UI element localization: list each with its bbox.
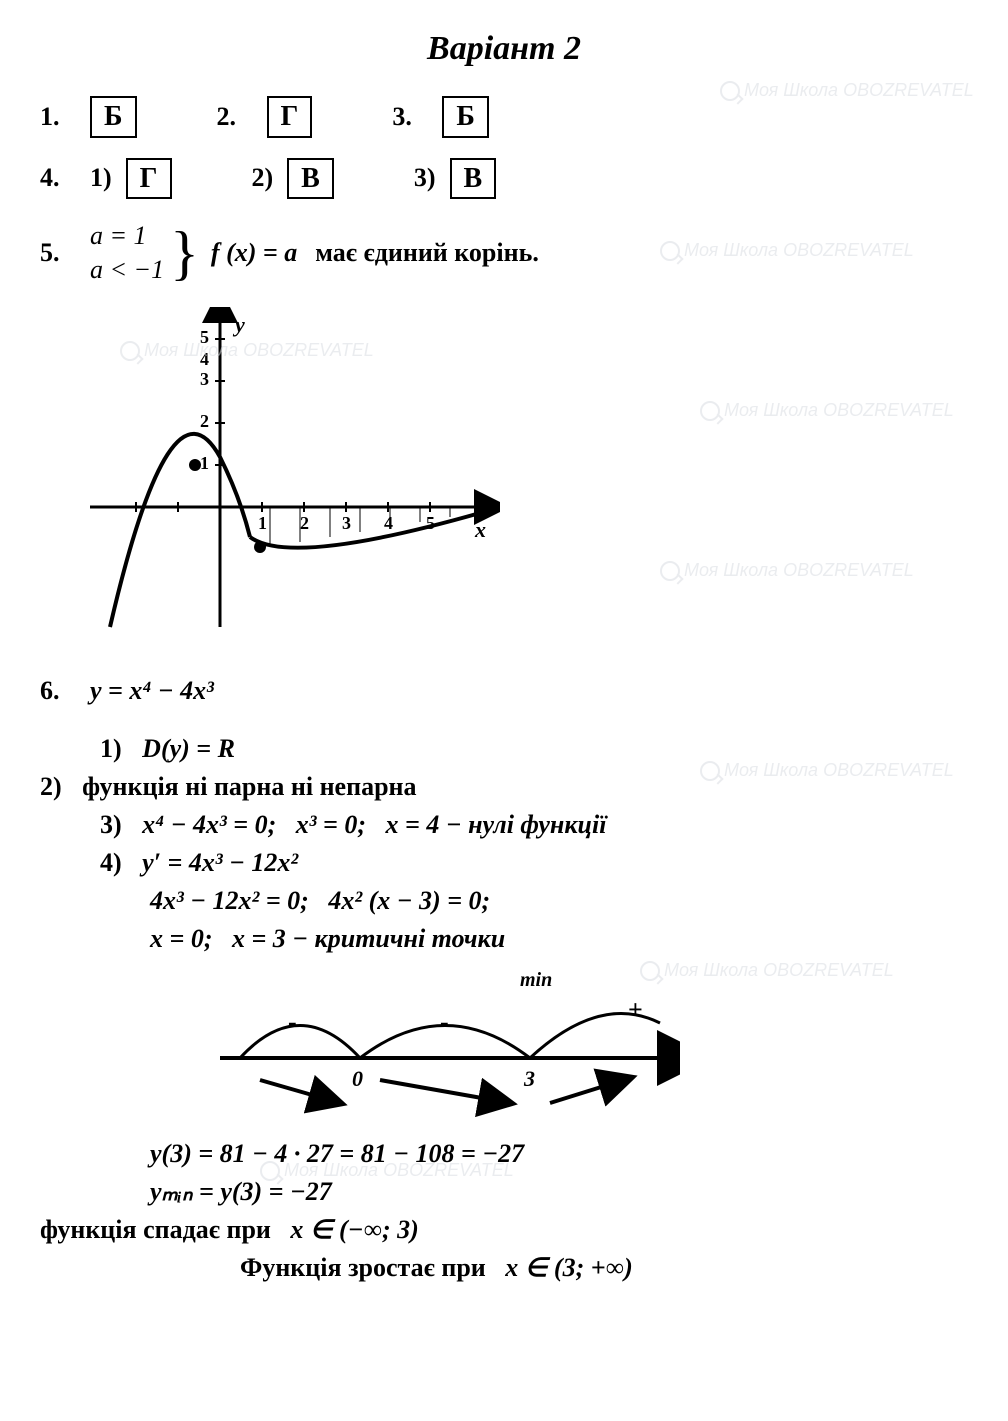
q6-dec-text: функція спадає при <box>40 1215 271 1244</box>
q6-block: 6. y = x⁴ − 4x³ 1) D(y) = R 2) функція н… <box>40 668 968 1283</box>
q4-s2: В <box>287 158 334 200</box>
svg-text:3: 3 <box>523 1066 535 1091</box>
q6-p3n: 3) <box>100 810 122 839</box>
q6-p2: функція ні парна ні непарна <box>82 772 416 801</box>
q5-tail: має єдиний корінь. <box>315 238 539 268</box>
svg-text:y: y <box>232 312 245 337</box>
q1-box: Б <box>90 96 137 138</box>
q6-num: 6. <box>40 676 70 706</box>
brace-icon: } <box>170 223 199 283</box>
svg-text:2: 2 <box>300 513 309 533</box>
q6-calc2: yₘᵢₙ = y(3) = −27 <box>150 1177 968 1207</box>
answers-row-1: 1. Б 2. Г 3. Б <box>40 96 968 138</box>
q5-cond1: a = 1 <box>90 219 164 253</box>
q6-p4c: 4x² (x − 3) = 0; <box>328 886 490 915</box>
q3-box: Б <box>442 96 489 138</box>
q4-num: 4. <box>40 163 70 193</box>
q4-s3n: 3) <box>414 163 436 193</box>
q6-p4d: x = 0; <box>150 924 212 953</box>
q6-p3b: x³ = 0; <box>296 810 366 839</box>
q6-p3c: x = 4 − нулі функції <box>386 810 607 839</box>
q6-p4n: 4) <box>100 848 122 877</box>
svg-text:-: - <box>440 1007 449 1036</box>
q6-calc1: y(3) = 81 − 4 · 27 = 81 − 108 = −27 <box>150 1139 968 1169</box>
q6-p4a: y′ = 4x³ − 12x² <box>142 848 298 877</box>
answers-row-4: 4. 1) Г 2) В 3) В <box>40 158 968 200</box>
svg-text:1: 1 <box>200 453 209 473</box>
q5-cond2: a < −1 <box>90 253 164 287</box>
svg-text:3: 3 <box>342 513 351 533</box>
q3-num: 3. <box>392 102 422 132</box>
svg-text:2: 2 <box>200 411 209 431</box>
q4-s2n: 2) <box>252 163 274 193</box>
q6-p4e: x = 3 − критичні точки <box>232 924 505 953</box>
q6-inc-int: x ∈ (3; +∞) <box>505 1253 632 1282</box>
q4-s3: В <box>450 158 497 200</box>
sign-line-diagram: min - - + 0 3 <box>200 968 968 1125</box>
function-graph: 123 45 123 45 x y <box>80 307 968 644</box>
q4-s1n: 1) <box>90 163 112 193</box>
svg-text:5: 5 <box>426 513 435 533</box>
q6-dec-int: x ∈ (−∞; 3) <box>290 1215 418 1244</box>
q2-num: 2. <box>217 102 247 132</box>
q5-num: 5. <box>40 238 70 268</box>
q6-p1: D(y) = R <box>142 734 235 763</box>
q5-eq: f (x) = a <box>211 238 297 268</box>
svg-text:3: 3 <box>200 369 209 389</box>
q6-p4b: 4x³ − 12x² = 0; <box>150 886 309 915</box>
q6-fn: y = x⁴ − 4x³ <box>90 676 214 706</box>
svg-text:+: + <box>628 995 643 1024</box>
svg-text:1: 1 <box>258 513 267 533</box>
q6-p1n: 1) <box>100 734 122 763</box>
svg-text:0: 0 <box>352 1066 363 1091</box>
q6-inc-text: Функція зростає при <box>240 1253 486 1282</box>
svg-text:4: 4 <box>200 349 209 369</box>
svg-text:4: 4 <box>384 513 393 533</box>
q6-p2n: 2) <box>40 772 62 801</box>
q6-p3a: x⁴ − 4x³ = 0; <box>142 810 276 839</box>
q5-row: 5. a = 1 a < −1 } f (x) = a має єдиний к… <box>40 219 968 287</box>
svg-text:-: - <box>288 1007 297 1036</box>
page-title: Варіант 2 <box>40 30 968 68</box>
q1-num: 1. <box>40 102 70 132</box>
q2-box: Г <box>267 96 313 138</box>
svg-text:5: 5 <box>200 327 209 347</box>
svg-text:x: x <box>474 517 486 542</box>
svg-text:min: min <box>520 969 552 991</box>
q4-s1: Г <box>126 158 172 200</box>
